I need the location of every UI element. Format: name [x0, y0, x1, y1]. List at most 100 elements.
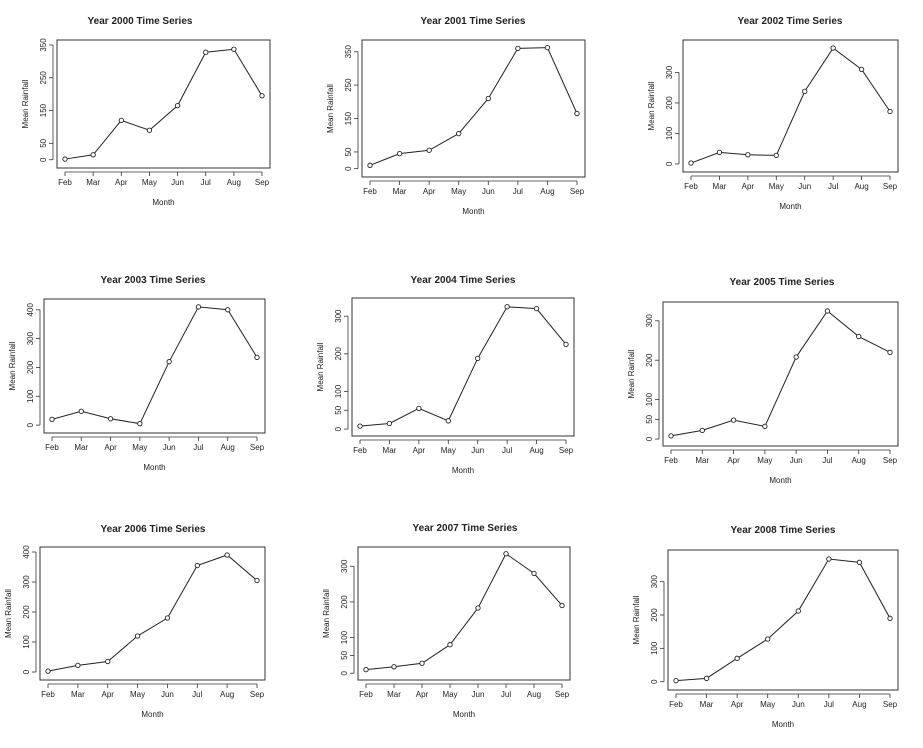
- series-line: [690, 47, 891, 164]
- x-tick-label: Apr: [115, 178, 128, 187]
- data-point: [730, 417, 737, 423]
- y-axis-title: Mean Rainfall: [4, 589, 13, 638]
- x-tick-label: Jun: [471, 446, 484, 455]
- x-tick-label: Jun: [171, 178, 184, 187]
- y-tick-label: 0: [650, 679, 659, 684]
- data-point: [515, 45, 521, 51]
- x-tick-label: Apr: [413, 446, 426, 455]
- chart-panel-8: Year 2008 Time Series Feb Mar Apr May Jun Jul A…: [632, 525, 899, 729]
- series-line: [47, 554, 258, 672]
- y-tick-label: 250: [344, 78, 353, 92]
- series-line: [369, 47, 578, 166]
- data-point: [887, 349, 893, 355]
- data-point: [118, 117, 124, 124]
- x-tick-label: Apr: [104, 443, 117, 452]
- data-point: [75, 662, 81, 669]
- data-point: [254, 354, 260, 360]
- data-point: [231, 46, 237, 52]
- data-point: [203, 49, 209, 55]
- x-tick-label: Feb: [45, 443, 59, 452]
- data-point: [107, 416, 114, 422]
- x-axis-title: Month: [772, 720, 794, 729]
- x-axis-title: Month: [779, 202, 801, 211]
- data-point: [795, 608, 801, 614]
- data-point: [363, 667, 369, 673]
- data-point: [802, 88, 808, 95]
- chart-panel-4: Year 2004 Time Series Feb Mar Apr May Jun Jul A…: [316, 275, 575, 475]
- y-tick-label: 50: [645, 414, 654, 423]
- data-point: [830, 45, 836, 51]
- data-point: [225, 307, 231, 313]
- y-tick-label: 0: [665, 161, 674, 166]
- y-tick-label: 100: [26, 389, 35, 403]
- data-point: [259, 93, 265, 99]
- x-tick-label: May: [442, 690, 457, 699]
- x-tick-label: Aug: [221, 443, 235, 452]
- plot-frame: [361, 39, 586, 178]
- y-axis-title: Mean Rainfall: [8, 341, 17, 390]
- data-point: [49, 416, 55, 422]
- data-point: [45, 668, 51, 674]
- x-tick-label: Sep: [555, 690, 570, 699]
- data-point: [391, 664, 397, 670]
- x-tick-label: Jun: [798, 182, 811, 191]
- data-point: [699, 427, 705, 434]
- data-point: [456, 130, 462, 137]
- x-tick-label: Jun: [161, 690, 174, 699]
- x-tick-label: Mar: [713, 182, 727, 191]
- x-tick-label: Jul: [201, 178, 211, 187]
- data-point: [559, 602, 565, 609]
- chart-panel-6: Year 2006 Time Series Feb Mar Apr May Jun Jul A…: [4, 524, 266, 719]
- data-point: [544, 45, 551, 51]
- y-tick-label: 300: [334, 309, 343, 323]
- x-tick-label: May: [441, 446, 456, 455]
- y-axis-title: Mean Rainfall: [21, 79, 30, 128]
- data-point: [485, 95, 491, 102]
- chart-title: Year 2006 Time Series: [101, 524, 206, 535]
- y-tick-label: 300: [645, 314, 654, 328]
- y-tick-label: 200: [650, 608, 659, 622]
- x-tick-label: Sep: [883, 182, 898, 191]
- y-tick-label: 400: [22, 545, 31, 559]
- x-tick-label: May: [451, 187, 466, 196]
- x-tick-label: Mar: [393, 187, 407, 196]
- x-tick-label: Apr: [101, 690, 114, 699]
- x-tick-label: Sep: [559, 446, 574, 455]
- x-tick-label: Aug: [854, 182, 868, 191]
- data-point: [887, 615, 893, 621]
- y-tick-label: 0: [645, 436, 654, 441]
- y-tick-label: 0: [26, 422, 35, 427]
- x-tick-label: Sep: [250, 690, 265, 699]
- y-axis-title: Mean Rainfall: [647, 81, 656, 130]
- chart-title: Year 2005 Time Series: [730, 277, 835, 288]
- data-point: [78, 408, 84, 414]
- data-point: [224, 552, 230, 558]
- data-point: [105, 658, 111, 665]
- x-tick-label: May: [760, 700, 775, 709]
- y-tick-label: 100: [340, 630, 349, 644]
- y-tick-label: 200: [665, 96, 674, 110]
- x-tick-label: Aug: [527, 690, 541, 699]
- data-point: [426, 147, 432, 153]
- data-point: [826, 556, 832, 562]
- x-tick-label: Jul: [193, 443, 203, 452]
- x-tick-label: May: [142, 178, 157, 187]
- chart-panel-7: Year 2007 Time Series Feb Mar Apr May Jun Jul A…: [322, 523, 571, 719]
- x-axis-title: Month: [453, 710, 475, 719]
- data-point: [793, 354, 799, 360]
- data-point: [146, 127, 153, 133]
- plot-frame: [39, 546, 266, 681]
- x-tick-label: Mar: [74, 443, 88, 452]
- data-point: [703, 675, 710, 681]
- x-tick-label: Mar: [700, 700, 714, 709]
- data-point: [773, 152, 779, 159]
- data-point: [62, 156, 68, 162]
- x-tick-label: May: [769, 182, 784, 191]
- data-point: [765, 636, 771, 642]
- data-point: [887, 108, 893, 115]
- y-axis-title: Mean Rainfall: [627, 349, 636, 398]
- x-tick-label: Mar: [71, 690, 85, 699]
- x-tick-label: Feb: [353, 446, 367, 455]
